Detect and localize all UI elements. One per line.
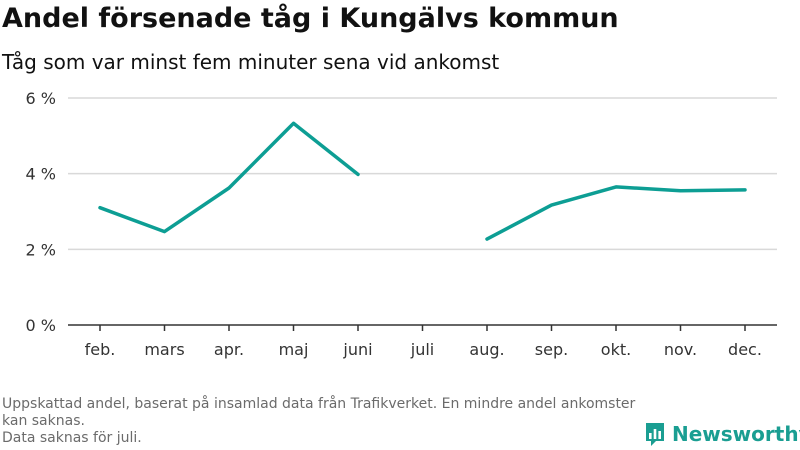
chart-title: Andel försenade tåg i Kungälvs kommun (2, 3, 619, 34)
footer-note-missing: Data saknas för juli. (2, 430, 142, 446)
x-tick-label: nov. (664, 340, 697, 359)
y-tick-label: 2 % (26, 240, 56, 259)
y-tick-label: 6 % (26, 89, 56, 108)
x-tick-label: aug. (469, 340, 504, 359)
line-chart: 0 % 2 % 4 % 6 % feb. mars apr. maj juni juli aug. s… (26, 89, 777, 359)
x-tick-label: apr. (214, 340, 244, 359)
series-line-segment (98, 121, 360, 234)
x-tick-label: juli (410, 340, 434, 359)
series-line-segment (485, 185, 747, 241)
x-tick-label: mars (144, 340, 184, 359)
x-tick-label: sep. (535, 340, 568, 359)
x-tick-label: maj (279, 340, 309, 359)
x-tick-label: juni (342, 340, 372, 359)
chart-footer: Uppskattad andel, baserat på insamlad da… (2, 396, 642, 447)
x-tick-label: feb. (85, 340, 116, 359)
y-tick-label: 4 % (26, 165, 56, 184)
footer-note-source: Uppskattad andel, baserat på insamlad da… (2, 396, 636, 429)
chart-subtitle: Tåg som var minst fem minuter sena vid a… (2, 50, 500, 74)
x-tick-label: dec. (728, 340, 762, 359)
x-tick-label: okt. (601, 340, 631, 359)
newsworthy-logo-icon (646, 423, 664, 446)
brand-name: Newsworthy (672, 422, 800, 446)
brand-logo: Newsworthy (644, 419, 800, 449)
y-tick-label: 0 % (26, 316, 56, 335)
